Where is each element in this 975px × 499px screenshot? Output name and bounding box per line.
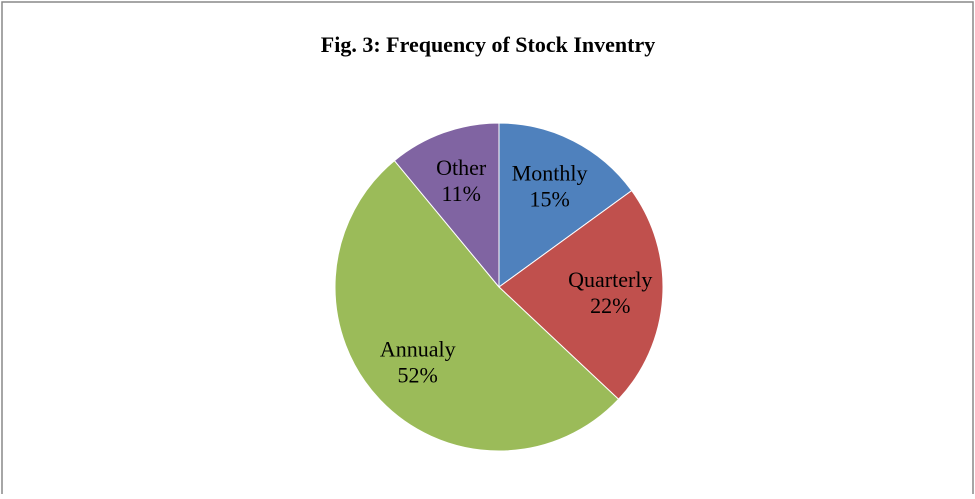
- slice-value-label: 11%: [441, 181, 481, 206]
- slice-value-label: 52%: [398, 362, 438, 387]
- pie-slice: [393, 122, 500, 289]
- slice-label: Monthly: [512, 161, 588, 186]
- pie-slice: [334, 159, 620, 452]
- slice-value-label: 15%: [529, 187, 569, 212]
- pie-slice: [498, 189, 664, 400]
- slice-value-label: 22%: [590, 293, 630, 318]
- pie-slice: [498, 122, 633, 288]
- slice-label: Annualy: [380, 336, 456, 361]
- chart-title: Fig. 3: Frequency of Stock Inventry: [321, 32, 655, 57]
- slice-label: Quarterly: [568, 267, 652, 292]
- slice-label: Other: [436, 155, 487, 180]
